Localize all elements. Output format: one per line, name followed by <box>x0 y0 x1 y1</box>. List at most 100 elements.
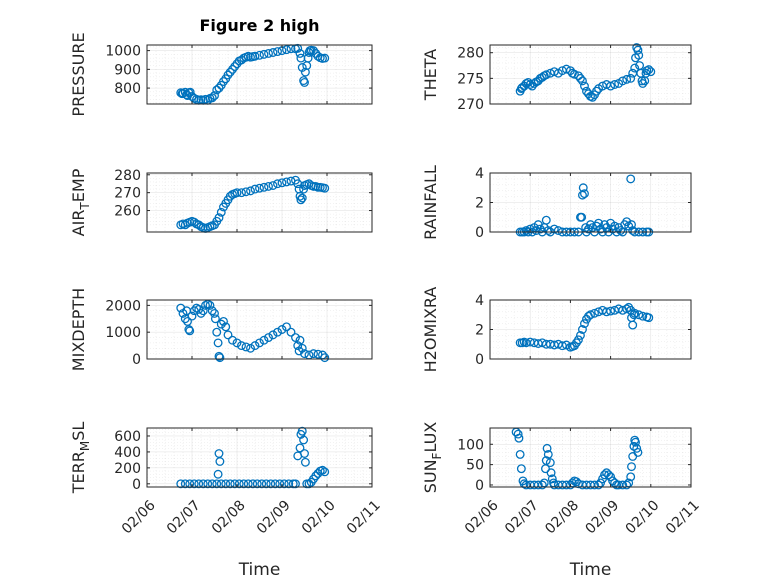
panel-0: 800 900 1000 PRESSURE Figure 2 high <box>69 16 373 117</box>
data-point <box>542 443 552 453</box>
data-point <box>580 319 589 329</box>
x-tick-label: 02/09 <box>254 497 294 537</box>
data-point <box>237 188 246 198</box>
data-point <box>576 330 585 340</box>
data-point <box>300 349 309 359</box>
minor-grid <box>490 173 691 232</box>
x-tick-label: 02/11 <box>663 497 703 537</box>
data-point <box>610 80 620 89</box>
y-tick-label: 270 <box>114 186 141 202</box>
data-point <box>225 191 235 201</box>
x-tick-label: 02/10 <box>299 497 339 537</box>
data-point <box>264 333 273 342</box>
data-point <box>291 333 300 342</box>
data-point <box>215 353 225 363</box>
y-tick-label: 1000 <box>105 325 141 341</box>
data-point <box>259 335 269 345</box>
data-point <box>216 319 226 329</box>
x-tick-label: 02/11 <box>344 497 384 537</box>
major-grid <box>147 173 372 232</box>
y-axis-label-text: H2OMIXRA <box>421 287 440 373</box>
data-point <box>644 313 654 323</box>
data-point <box>198 306 208 316</box>
data-point <box>268 48 278 57</box>
data-point <box>176 479 186 489</box>
y-tick-label: 400 <box>114 445 141 461</box>
y-axis-label: MIXDEPTH <box>69 288 88 371</box>
data-point <box>232 188 242 198</box>
data-point <box>219 77 228 86</box>
data-point <box>255 50 264 60</box>
data-point <box>516 464 526 474</box>
data-point <box>600 470 610 480</box>
data-point <box>541 215 551 225</box>
data-point <box>210 91 219 101</box>
data-point <box>223 70 233 80</box>
data-point <box>255 183 264 193</box>
panel-2: 260 270 280 AIRTEMP <box>69 168 373 236</box>
data-point <box>320 53 330 63</box>
data-point <box>537 480 547 490</box>
data-point <box>300 457 310 467</box>
data-point <box>300 67 310 77</box>
data-point <box>627 220 636 230</box>
data-point <box>628 226 638 235</box>
y-tick-label: 2 <box>475 196 484 212</box>
data-point <box>610 221 620 231</box>
y-axis-label: RAINFALL <box>421 165 440 240</box>
x-tick-label: 02/07 <box>164 497 204 537</box>
y-axis-label: THETA <box>421 49 440 101</box>
data-point <box>561 64 571 74</box>
y-axis-label-text: THETA <box>421 49 440 101</box>
y-axis-label-text: AIR <box>69 210 88 237</box>
data-point <box>634 310 644 320</box>
data-point <box>543 226 553 235</box>
y-tick-label: 0 <box>475 352 484 368</box>
axes-background <box>147 173 372 232</box>
data-point <box>295 191 305 201</box>
data-point <box>553 226 563 235</box>
y-tick-label: 4 <box>475 166 484 182</box>
y-tick-label: 0 <box>475 478 484 494</box>
y-tick-label: 2 <box>475 323 484 339</box>
major-grid <box>147 45 372 104</box>
data-point <box>207 306 217 316</box>
data-series <box>176 299 330 363</box>
data-point <box>618 76 628 86</box>
data-point <box>588 223 597 233</box>
data-point <box>239 479 249 489</box>
data-point <box>216 479 226 489</box>
data-point <box>234 479 244 489</box>
data-point <box>250 341 260 351</box>
y-tick-label: 50 <box>466 458 484 474</box>
data-point <box>243 479 253 489</box>
data-point <box>516 84 526 94</box>
axes-background <box>147 428 372 487</box>
y-axis-label: H2OMIXRA <box>421 287 440 373</box>
axes-frame <box>146 44 373 105</box>
panel-3: 0 2 4 RAINFALL <box>421 165 692 241</box>
data-point <box>295 48 305 58</box>
x-tick-label: 02/06 <box>462 497 502 537</box>
data-series <box>176 426 330 489</box>
minor-grid <box>147 173 372 233</box>
data-point <box>183 317 192 326</box>
data-point <box>214 351 224 361</box>
data-point <box>588 92 597 102</box>
data-point <box>215 457 225 466</box>
data-point <box>189 217 199 227</box>
data-point <box>313 349 323 359</box>
y-axis-label-text: RAINFALL <box>421 165 440 240</box>
y-axis-label: AIRTEMP <box>69 168 92 236</box>
axes-frame <box>146 427 373 488</box>
y-tick-label: 100 <box>457 437 484 453</box>
y-axis-label-suffix: SL <box>69 422 88 441</box>
data-point <box>638 311 648 321</box>
data-point <box>250 184 260 194</box>
data-point <box>223 330 233 340</box>
data-point <box>580 81 589 91</box>
data-point <box>626 73 636 83</box>
data-point <box>543 449 553 459</box>
data-point <box>638 79 648 88</box>
y-tick-label: 2000 <box>105 298 141 314</box>
